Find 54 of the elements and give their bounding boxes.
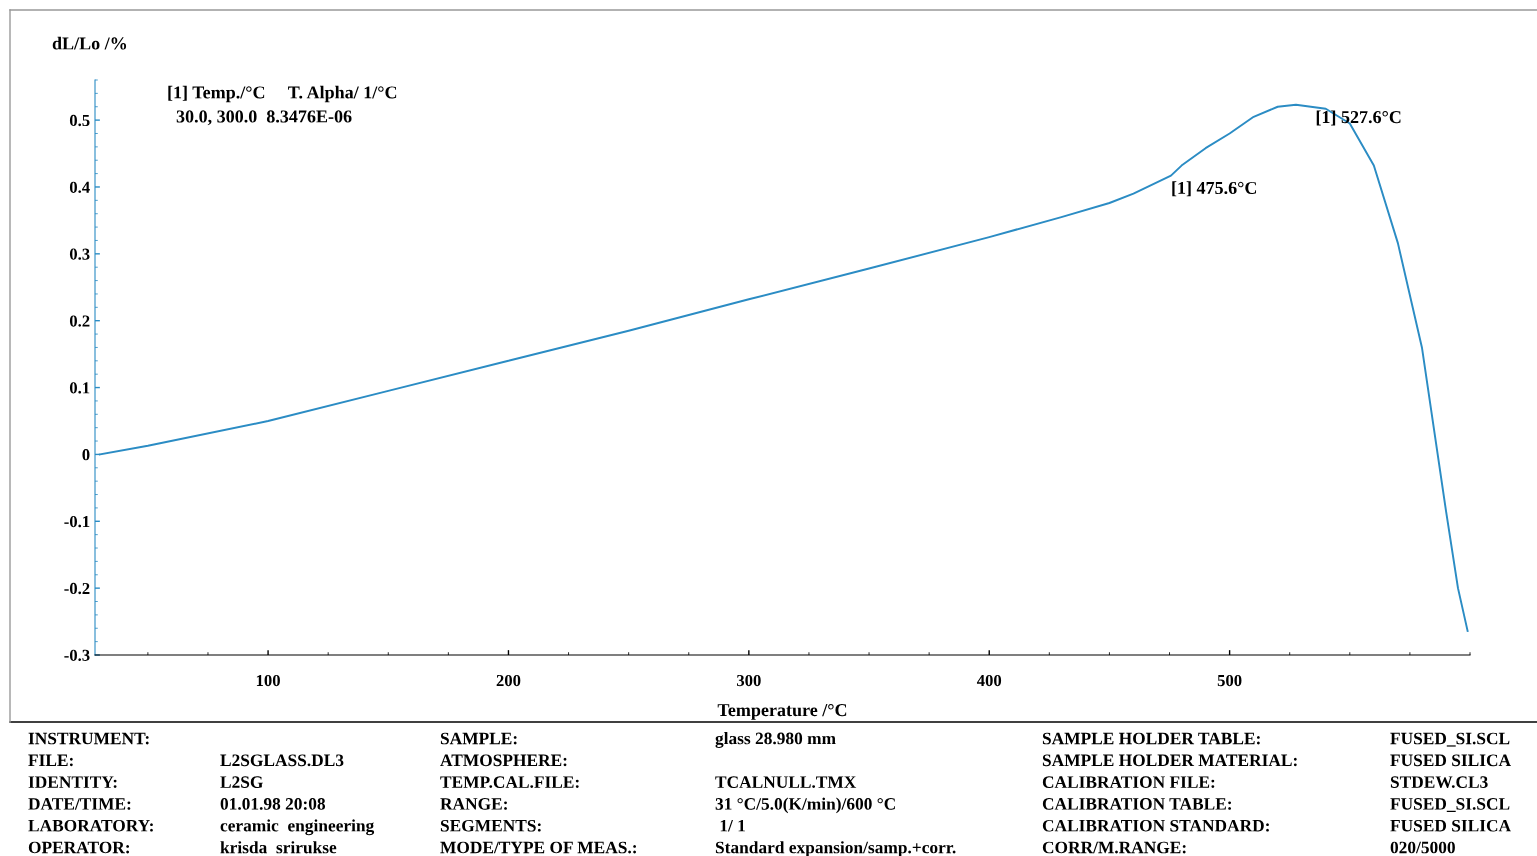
text: STDEW.CL3 [1390,776,1488,789]
text: IDENTITY: [28,776,117,789]
y-tick-label: 0.2 [69,315,90,327]
text: CALIBRATION FILE: [1042,776,1215,789]
text: CALIBRATION TABLE: [1042,798,1232,810]
text: FUSED_SI.SCL [1390,798,1510,812]
x-tick-label: 200 [496,674,521,687]
text: TEMP.CAL.FILE: [440,776,579,789]
x-tick-label: 500 [1217,674,1242,687]
y-tick-label: -0.2 [64,582,90,595]
text: FUSED SILICA [1390,819,1511,832]
text: 020/5000 [1390,841,1455,854]
text: ceramic engineering [220,819,375,836]
text: SAMPLE HOLDER MATERIAL: [1042,754,1297,767]
text: glass 28.980 mm [715,732,836,748]
annotation: [1] 527.6°C [1316,110,1401,126]
text: L2SGLASS.DL3 [220,754,344,767]
text: 1/ 1 [720,819,745,832]
text: SAMPLE: [440,732,517,745]
text: RANGE: [440,798,507,810]
text: 31 °C/5.0(K/min)/600 °C [715,797,895,814]
text: SEGMENTS: [440,819,541,832]
text: MODE/TYPE OF MEAS.: [440,841,636,854]
annotation: [1] Temp./°C T. Alpha/ 1/°C [168,85,397,103]
text: LABORATORY: [28,819,153,832]
text: L2SG [220,776,263,788]
annotation: [1] 475.6°C [1172,181,1257,197]
text: FUSED SILICA [1390,754,1511,767]
y-tick-label: 0.4 [69,181,90,193]
text: DATE/TIME: [28,798,131,810]
x-tick-label: 400 [976,674,1002,687]
text: FUSED_SI.SCL [1390,732,1510,747]
text: krisda srirukse [220,841,337,854]
text: ATMOSPHERE: [440,754,567,767]
x-axis-title: Temperature /°C [717,703,847,720]
text: Standard expansion/samp.+corr. [715,841,956,856]
text: INSTRUMENT: [28,732,149,745]
text: TCALNULL.TMX [715,776,857,789]
text: OPERATOR: [28,841,130,854]
x-tick-label: 300 [736,674,761,687]
y-tick-label: -0.1 [64,515,90,528]
x-tick-label: 100 [256,674,280,687]
y-tick-label: -0.3 [64,649,90,662]
text: 01.01.98 20:08 [220,798,326,810]
text: CALIBRATION STANDARD: [1042,819,1269,832]
text: SAMPLE HOLDER TABLE: [1042,732,1260,745]
y-tick-label: 0 [82,449,90,461]
annotation: 30.0, 300.0 8.3476E-06 [176,110,352,126]
text: CORR/M.RANGE: [1042,841,1186,854]
y-tick-label: 0.3 [69,248,90,260]
text: FILE: [28,754,73,767]
y-tick-label: 0.1 [69,382,90,394]
y-tick-label: 0.5 [69,114,90,127]
y-axis-title: dL/Lo /% [52,36,127,50]
